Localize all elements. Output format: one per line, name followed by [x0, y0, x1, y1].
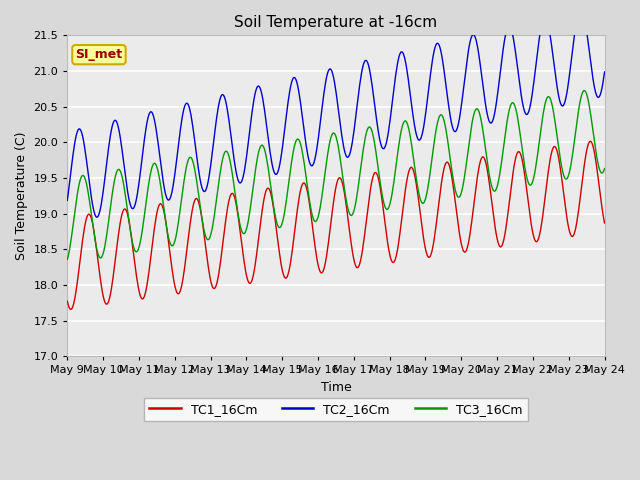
TC1_16Cm — [586, 138, 594, 144]
Line: TC2_16Cm: TC2_16Cm — [67, 9, 605, 217]
TC1_16Cm — [381, 219, 388, 225]
Title: Soil Temperature at -16cm: Soil Temperature at -16cm — [234, 15, 438, 30]
TC3_16Cm — [202, 233, 209, 239]
TC2_16Cm — [423, 100, 431, 106]
X-axis label: Time: Time — [321, 381, 351, 394]
TC2_16Cm — [577, 6, 584, 12]
Line: TC3_16Cm: TC3_16Cm — [67, 91, 605, 260]
TC1_16Cm — [423, 252, 431, 257]
TC2_16Cm — [63, 197, 71, 203]
TC2_16Cm — [307, 163, 315, 168]
Line: TC1_16Cm: TC1_16Cm — [67, 141, 605, 310]
TC3_16Cm — [580, 88, 588, 94]
TC2_16Cm — [159, 180, 167, 185]
TC3_16Cm — [380, 201, 388, 206]
TC2_16Cm — [601, 69, 609, 75]
TC1_16Cm — [601, 220, 609, 226]
TC1_16Cm — [159, 206, 167, 212]
TC3_16Cm — [159, 195, 166, 201]
TC3_16Cm — [422, 194, 430, 200]
TC3_16Cm — [601, 166, 609, 171]
TC2_16Cm — [202, 186, 210, 192]
TC2_16Cm — [93, 215, 100, 220]
TC1_16Cm — [307, 214, 315, 220]
TC3_16Cm — [63, 257, 71, 263]
TC1_16Cm — [63, 298, 71, 304]
TC2_16Cm — [469, 32, 477, 38]
Y-axis label: Soil Temperature (C): Soil Temperature (C) — [15, 132, 28, 260]
TC1_16Cm — [469, 211, 477, 216]
TC1_16Cm — [202, 250, 210, 255]
TC2_16Cm — [381, 144, 388, 150]
TC3_16Cm — [307, 204, 314, 209]
TC3_16Cm — [468, 121, 476, 127]
Text: SI_met: SI_met — [76, 48, 122, 61]
TC1_16Cm — [67, 307, 75, 312]
Legend: TC1_16Cm, TC2_16Cm, TC3_16Cm: TC1_16Cm, TC2_16Cm, TC3_16Cm — [145, 398, 527, 420]
